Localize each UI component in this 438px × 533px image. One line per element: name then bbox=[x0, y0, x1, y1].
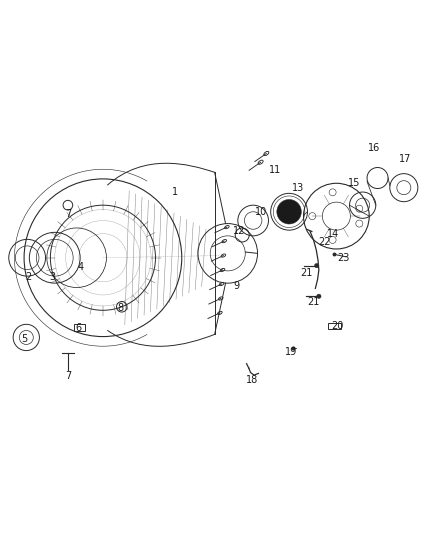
Text: 4: 4 bbox=[78, 262, 84, 271]
Text: 2: 2 bbox=[25, 272, 32, 282]
Text: 16: 16 bbox=[368, 143, 381, 154]
Text: 22: 22 bbox=[318, 237, 330, 247]
Text: 21: 21 bbox=[300, 268, 313, 278]
Text: 9: 9 bbox=[233, 281, 240, 291]
Text: 21: 21 bbox=[307, 296, 319, 306]
Text: 14: 14 bbox=[327, 229, 339, 239]
Text: 19: 19 bbox=[285, 347, 297, 357]
Text: 6: 6 bbox=[76, 323, 82, 333]
Text: 11: 11 bbox=[269, 165, 281, 175]
Circle shape bbox=[317, 294, 321, 298]
Bar bbox=[328, 323, 341, 329]
Circle shape bbox=[277, 199, 301, 224]
Text: 12: 12 bbox=[233, 227, 245, 237]
Text: 7: 7 bbox=[65, 371, 71, 381]
Circle shape bbox=[314, 263, 319, 268]
Text: 17: 17 bbox=[399, 154, 411, 164]
Text: 13: 13 bbox=[292, 183, 304, 192]
Text: 7: 7 bbox=[65, 209, 71, 219]
Text: 15: 15 bbox=[348, 178, 360, 188]
Text: 18: 18 bbox=[246, 375, 258, 385]
Text: 8: 8 bbox=[117, 303, 124, 313]
Text: 5: 5 bbox=[21, 334, 27, 344]
Text: 10: 10 bbox=[254, 207, 267, 217]
Text: 20: 20 bbox=[331, 321, 343, 330]
Text: 23: 23 bbox=[338, 253, 350, 263]
Text: 1: 1 bbox=[172, 187, 178, 197]
Text: 3: 3 bbox=[49, 272, 56, 282]
